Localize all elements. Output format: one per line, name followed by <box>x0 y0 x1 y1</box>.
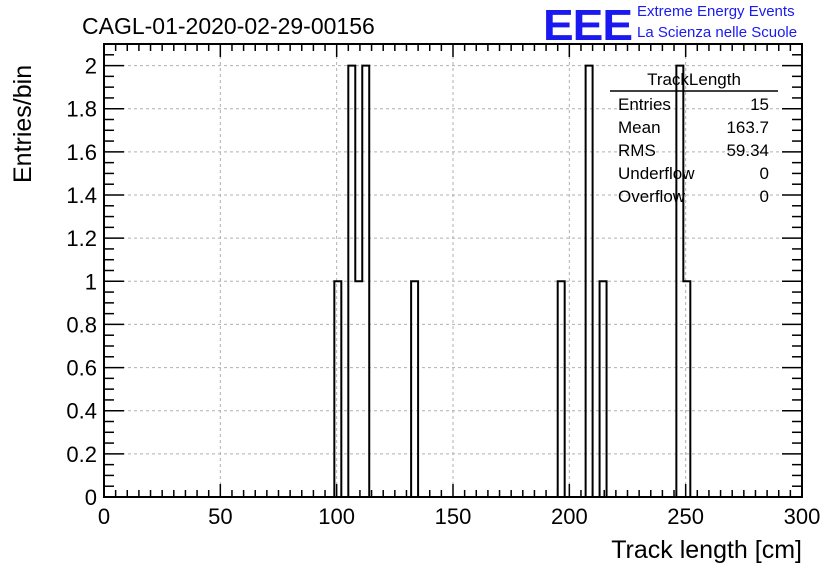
y-tick-label: 1 <box>85 269 97 294</box>
y-tick-label: 1.8 <box>66 97 97 122</box>
stats-row-value: 15 <box>750 95 769 114</box>
stats-row-value: 0 <box>760 187 769 206</box>
y-tick-label: 2 <box>85 54 97 79</box>
histogram-bin-group <box>333 280 343 497</box>
histogram-bin-group <box>410 280 420 497</box>
y-tick-label: 1.6 <box>66 140 97 165</box>
stats-row-value: 163.7 <box>726 118 769 137</box>
stats-row-label: RMS <box>618 141 656 160</box>
y-tick-label: 0 <box>85 485 97 510</box>
y-tick-label: 1.2 <box>66 226 97 251</box>
y-tick-label: 1.4 <box>66 183 97 208</box>
y-tick-label: 0.6 <box>66 356 97 381</box>
histogram-bin-group <box>347 64 371 497</box>
x-tick-label: 300 <box>784 504 821 529</box>
histogram-series <box>333 64 692 497</box>
y-axis-ticks: 0 0.2 0.4 0.6 0.8 1 1.2 1.4 1.6 1.8 2 <box>66 43 802 510</box>
grid-lines <box>104 44 802 497</box>
logo-line-1: Extreme Energy Events <box>637 3 795 20</box>
chart-title: CAGL-01-2020-02-29-00156 <box>82 13 375 39</box>
y-tick-label: 0.4 <box>66 399 97 424</box>
stats-row-value: 0 <box>760 164 769 183</box>
histogram-bin-group <box>584 64 594 497</box>
x-tick-label: 200 <box>551 504 588 529</box>
logo-line-2: La Scienza nelle Scuole <box>637 24 798 41</box>
y-tick-label: 0.2 <box>66 442 97 467</box>
stats-box: TrackLength Entries 15 Mean 163.7 RMS 59.34 Un… <box>610 70 778 206</box>
x-tick-label: 100 <box>318 504 355 529</box>
y-tick-label: 0.8 <box>66 312 97 337</box>
histogram-bin-group <box>675 64 692 497</box>
x-tick-label: 0 <box>98 504 110 529</box>
stats-row-label: Mean <box>618 118 661 137</box>
eee-logo: EEE <box>543 0 633 50</box>
x-tick-label: 250 <box>667 504 704 529</box>
x-tick-label: 50 <box>208 504 232 529</box>
stats-row-label: Underflow <box>618 164 695 183</box>
stats-row-label: Overflow <box>618 187 686 206</box>
stats-row-label: Entries <box>618 95 671 114</box>
stats-box-title: TrackLength <box>647 70 741 89</box>
x-axis-label: Track length [cm] <box>611 536 802 564</box>
histogram-bin-group <box>598 280 608 497</box>
histogram-bin-group <box>556 280 566 497</box>
y-axis-label: Entries/bin <box>9 65 37 183</box>
stats-row-value: 59.34 <box>726 141 769 160</box>
x-tick-label: 150 <box>435 504 472 529</box>
x-axis-ticks: 0 50 100 150 200 250 300 <box>98 44 820 529</box>
